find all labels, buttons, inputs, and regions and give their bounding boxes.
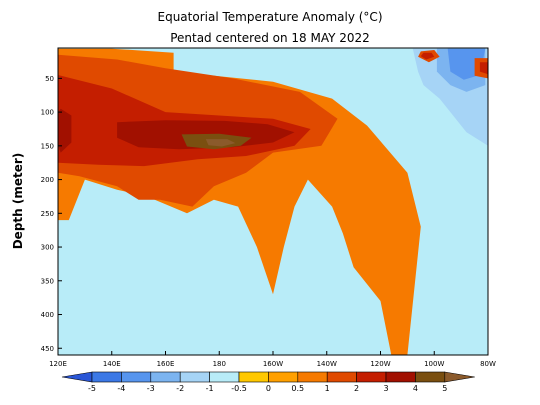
colorbar-label: -5 xyxy=(88,384,96,393)
colorbar-bin xyxy=(91,371,122,383)
y-tick-label: 100 xyxy=(41,109,54,117)
colorbar-high-arrow xyxy=(444,371,475,383)
chart-subtitle: Pentad centered on 18 MAY 2022 xyxy=(170,31,370,45)
colorbar-bin xyxy=(179,371,210,383)
colorbar-bin xyxy=(209,371,240,383)
colorbar-bin xyxy=(356,371,387,383)
colorbar-label: 1 xyxy=(325,384,330,393)
anomaly-region-16 xyxy=(479,62,488,75)
x-tick-label: 80W xyxy=(480,360,496,368)
colorbar-label: -0.5 xyxy=(231,384,247,393)
colorbar-bin xyxy=(297,371,328,383)
chart-title: Equatorial Temperature Anomaly (°C) xyxy=(158,10,383,24)
y-tick-label: 400 xyxy=(41,311,54,319)
colorbar-label: 0 xyxy=(266,384,271,393)
y-axis-ticks: 50 100 150 200 250 300 350 400 450 xyxy=(41,75,62,353)
y-tick-label: 250 xyxy=(41,210,54,218)
colorbar-bin xyxy=(238,371,269,383)
x-tick-label: 160W xyxy=(263,360,283,368)
x-tick-label: 120E xyxy=(49,360,67,368)
anomaly-region-4 xyxy=(58,108,72,153)
y-tick-label: 350 xyxy=(41,277,54,285)
colorbar-bin xyxy=(150,371,181,383)
x-tick-label: 140W xyxy=(317,360,337,368)
colorbar: -5 -4 -3 -2 -1 -0.5 0 0.5 1 2 3 4 5 xyxy=(61,371,475,393)
colorbar-bin xyxy=(415,371,446,383)
anomaly-region-9 xyxy=(208,48,488,248)
anomaly-region-8 xyxy=(68,220,214,355)
colorbar-label: 0.5 xyxy=(291,384,304,393)
colorbar-label: -4 xyxy=(117,384,125,393)
y-tick-label: 450 xyxy=(41,345,54,353)
colorbar-bin xyxy=(326,371,357,383)
colorbar-bin xyxy=(385,371,416,383)
colorbar-bin xyxy=(268,371,299,383)
anomaly-regions xyxy=(58,48,488,355)
x-tick-label: 160E xyxy=(157,360,175,368)
colorbar-low-arrow xyxy=(61,371,93,383)
anomaly-region-7 xyxy=(205,139,236,147)
colorbar-label: 4 xyxy=(413,384,418,393)
x-axis-ticks: 120E 140E 160E 180 160W 140W 120W 100W 80W xyxy=(49,351,496,368)
y-tick-label: 150 xyxy=(41,142,54,150)
y-axis-label: Depth (meter) xyxy=(11,153,25,250)
colorbar-label: 5 xyxy=(442,384,447,393)
y-tick-label: 200 xyxy=(41,176,54,184)
colorbar-label: 3 xyxy=(383,384,388,393)
colorbar-label: 2 xyxy=(354,384,359,393)
colorbar-label: -1 xyxy=(206,384,214,393)
colorbar-label: -2 xyxy=(176,384,184,393)
x-tick-label: 100W xyxy=(424,360,444,368)
colorbar-bin xyxy=(121,371,152,383)
y-tick-label: 50 xyxy=(45,75,54,83)
x-tick-label: 120W xyxy=(370,360,390,368)
colorbar-label: -3 xyxy=(147,384,155,393)
y-tick-label: 300 xyxy=(41,244,54,252)
x-tick-label: 140E xyxy=(103,360,121,368)
x-tick-label: 180 xyxy=(213,360,226,368)
anomaly-region-14 xyxy=(420,52,435,60)
